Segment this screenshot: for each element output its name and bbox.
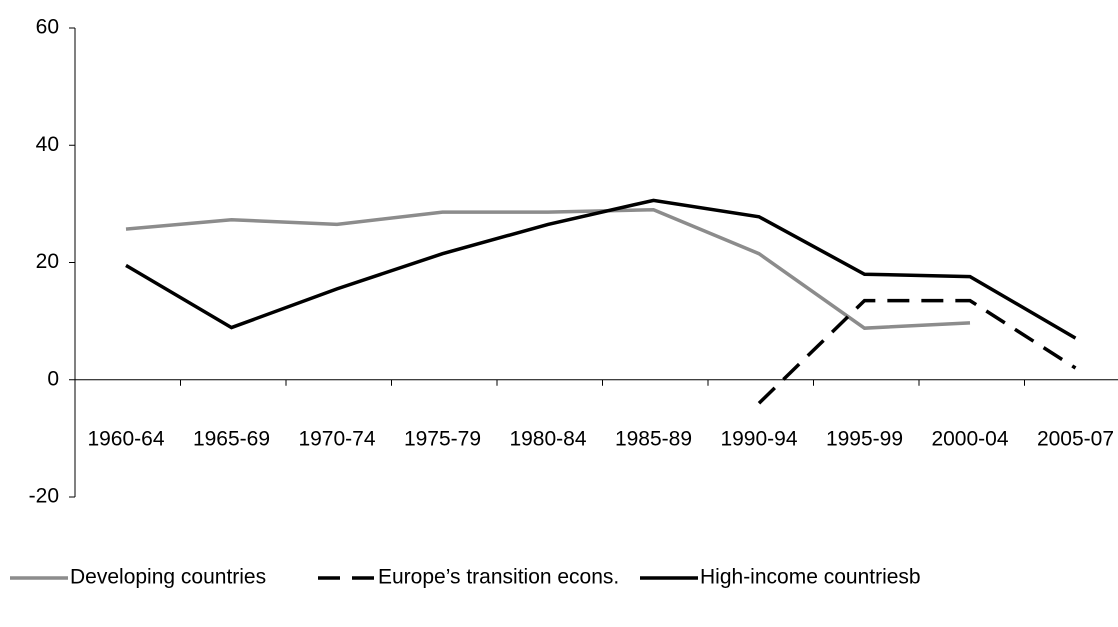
legend-label: High-income countriesb — [700, 566, 921, 589]
x-tick-label: 2005-07 — [1037, 427, 1114, 450]
y-tick-label: 20 — [36, 250, 59, 273]
legend-label: Developing countries — [70, 566, 266, 589]
x-tick-label: 1990-94 — [720, 427, 797, 450]
y-tick-label: 60 — [36, 16, 59, 39]
x-tick-label: 1970-74 — [298, 427, 375, 450]
x-tick-label: 1960-64 — [87, 427, 164, 450]
x-tick-label: 2000-04 — [931, 427, 1008, 450]
y-tick-label: -20 — [29, 485, 59, 508]
x-tick-label: 1995-99 — [826, 427, 903, 450]
x-tick-label: 1965-69 — [193, 427, 270, 450]
y-tick-label: 40 — [36, 133, 59, 156]
series-line — [125, 207, 971, 330]
series-line — [125, 198, 1077, 340]
x-tick-label: 1980-84 — [509, 427, 586, 450]
legend-label: Europe’s transition econs. — [378, 566, 619, 589]
x-tick-label: 1975-79 — [404, 427, 481, 450]
y-tick-label: 0 — [47, 367, 59, 390]
x-tick-label: 1985-89 — [615, 427, 692, 450]
series-line — [757, 298, 1077, 405]
